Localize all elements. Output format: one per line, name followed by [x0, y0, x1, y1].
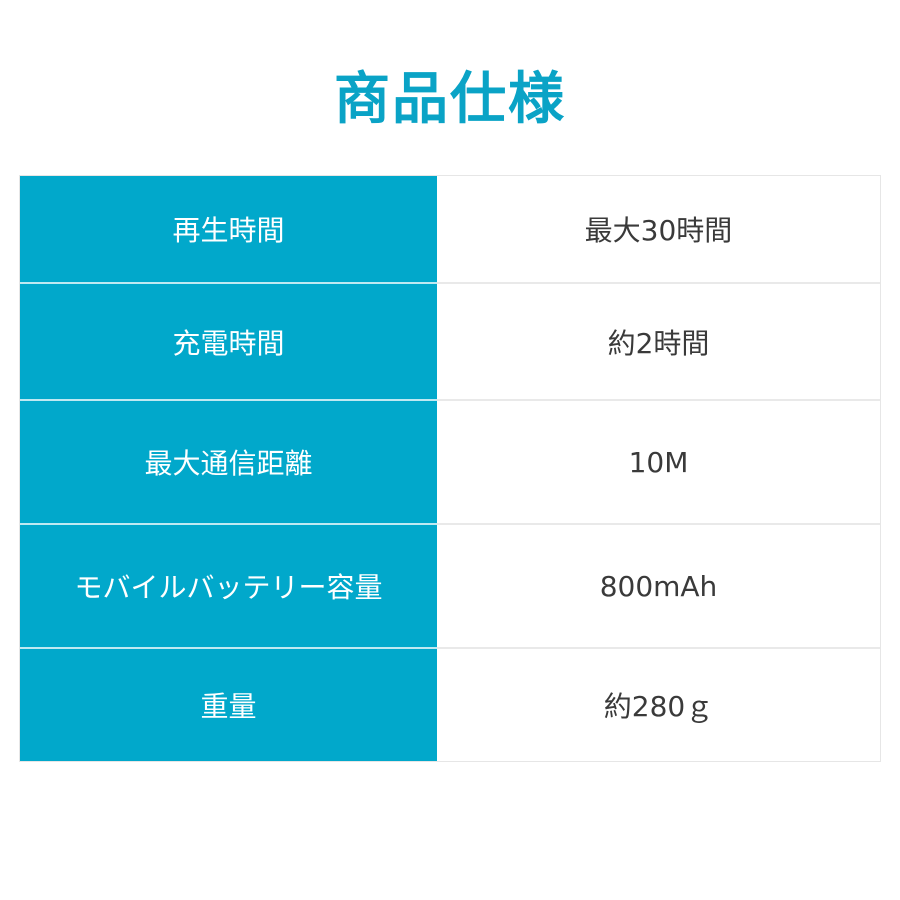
spec-value: 最大30時間 [437, 176, 880, 284]
spec-row-charge-time: 充電時間 約2時間 [20, 284, 880, 401]
page-title: 商品仕様 [334, 67, 566, 132]
spec-row-weight: 重量 約280ｇ [20, 649, 880, 761]
spec-label: 最大通信距離 [20, 401, 437, 525]
spec-value: 約280ｇ [603, 690, 714, 723]
spec-label: 重量 [20, 649, 437, 761]
spec-label: モバイルバッテリー容量 [20, 525, 437, 649]
spec-row-playback-time: 再生時間 最大30時間 [20, 176, 880, 284]
spec-table: 再生時間 最大30時間 充電時間 約2時間 最大通信距離 10M モバイルバッテ… [19, 175, 881, 762]
spec-row-range: 最大通信距離 10M [20, 401, 880, 525]
spec-label: 充電時間 [20, 284, 437, 401]
spec-row-battery-capacity: モバイルバッテリー容量 800mAh [20, 525, 880, 649]
spec-label: 再生時間 [20, 176, 437, 284]
spec-value: 10M [437, 401, 880, 525]
spec-value: 800mAh [437, 525, 880, 649]
spec-value: 約2時間 [437, 284, 880, 401]
